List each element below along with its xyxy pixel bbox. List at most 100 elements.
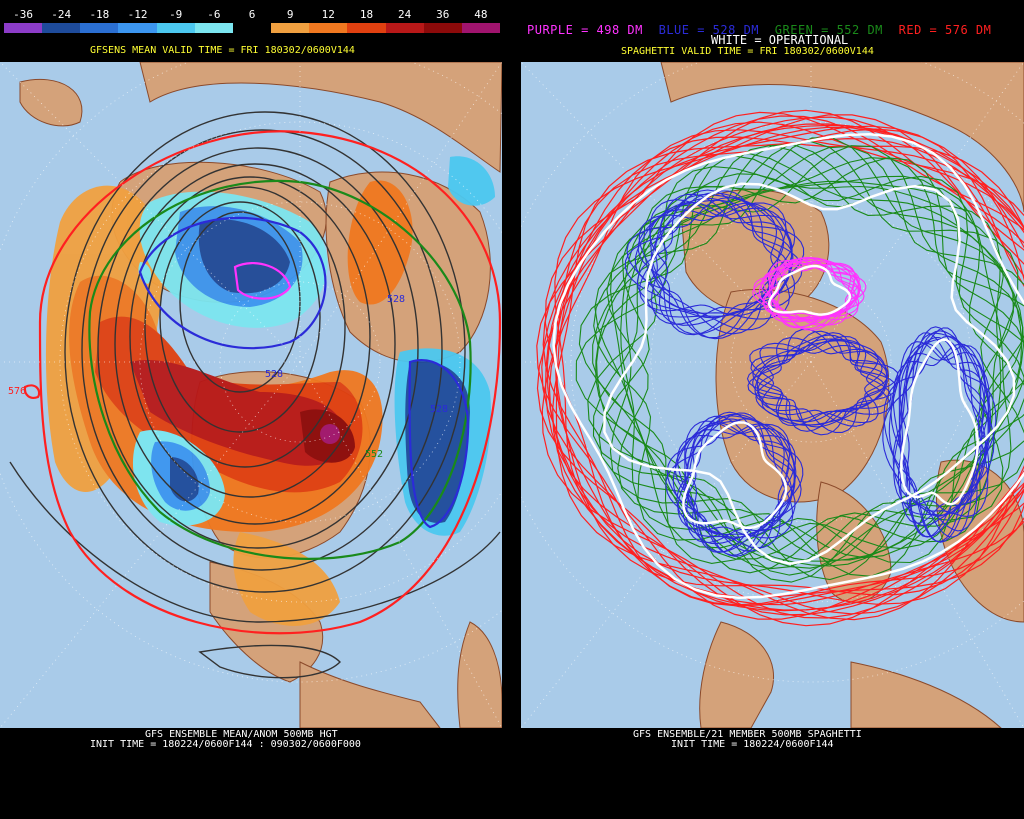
- green-member-contour: [592, 173, 1024, 576]
- red-member-contour: [546, 111, 1024, 621]
- colorbar-tick: 24: [397, 8, 412, 21]
- colorbar-swatch: [423, 23, 462, 33]
- contour-label: 528: [265, 369, 283, 380]
- green-member-contour: [593, 145, 1024, 559]
- colorbar-swatch: [309, 23, 348, 33]
- green-member-contour: [592, 140, 1019, 564]
- red-member-contour: [541, 115, 1024, 619]
- green-member-contour: [594, 143, 1024, 560]
- colorbar-tick: 18: [359, 8, 374, 21]
- legend-purple: PURPLE = 498 DM: [527, 23, 643, 37]
- mean-anomaly-map: 576 528 528 528 552: [0, 62, 502, 728]
- bottom-init: INIT TIME = 180224/0600F144 : 090302/060…: [90, 739, 361, 750]
- green-member-contour: [620, 145, 1024, 577]
- purple-member-contour: [758, 262, 856, 331]
- contour-label: 528: [387, 294, 405, 305]
- green-member-contour: [598, 175, 1024, 562]
- blue-member-contour: [665, 413, 794, 539]
- colorbar-swatch: [194, 23, 233, 33]
- colorbar-ticks: -36 -24 -18 -12 -9 -6 6 9 12 18 24 36 48: [4, 8, 500, 21]
- anomaly-colorbar: [4, 23, 501, 33]
- colorbar-swatch: [461, 23, 501, 33]
- colorbar-tick: -12: [127, 8, 148, 21]
- contour-label: 528: [430, 404, 448, 415]
- colorbar-swatch: [385, 23, 424, 33]
- blue-member-contour: [883, 335, 985, 532]
- contour-label: 552: [365, 449, 383, 460]
- colorbar-swatch: [232, 23, 272, 33]
- colorbar-swatch: [80, 23, 119, 33]
- blue-member-contour: [750, 338, 892, 426]
- colorbar-swatch: [347, 23, 386, 33]
- white-member-contour: [682, 421, 788, 530]
- colorbar-tick: 48: [474, 8, 488, 21]
- red-member-contour: [536, 116, 1024, 616]
- colorbar-tick: -9: [169, 8, 183, 21]
- colorbar-swatch: [42, 23, 81, 33]
- blue-member-contour: [882, 330, 989, 517]
- ensemble-mean-panel: -36 -24 -18 -12 -9 -6 6 9 12 18 24 36 48 GFSENS MEAN…: [0, 0, 502, 819]
- white-member-contour: [767, 264, 852, 316]
- legend-white: WHITE = OPERATIONAL: [711, 33, 849, 47]
- colorbar-tick: 12: [321, 8, 335, 21]
- colorbar-tick: -18: [89, 8, 110, 21]
- key-contours: [23, 130, 502, 635]
- red-member-contour: [552, 137, 1024, 599]
- blue-member-contour: [666, 418, 790, 549]
- blue-member-contour: [752, 332, 888, 432]
- white-member-contour: [900, 338, 979, 506]
- bottom-title: GFS ENSEMBLE/21 MEMBER 500MB SPAGHETTI: [633, 729, 862, 740]
- colorbar-tick: -6: [207, 8, 221, 21]
- white-member-contour: [603, 182, 1016, 565]
- spaghetti-map: [521, 62, 1024, 728]
- blue-member-contour: [892, 332, 990, 517]
- contour-labels: 576 528 528 528 552: [8, 294, 448, 460]
- blue-member-contour: [636, 194, 796, 319]
- legend-green: GREEN = 552 DM: [774, 23, 883, 37]
- green-member-contour: [606, 157, 1024, 561]
- bottom-init: INIT TIME = 180224/0600F144: [671, 739, 834, 750]
- blue-member-contour: [892, 343, 992, 538]
- blue-member-contour: [756, 329, 888, 433]
- blue-member-contour: [754, 330, 888, 436]
- blue-member-contour: [757, 337, 889, 427]
- blue-member-contour: [747, 334, 899, 428]
- blue-member-contour: [888, 344, 986, 543]
- colorbar-swatch: [4, 23, 43, 33]
- legend-red: RED = 576 DM: [898, 23, 992, 37]
- valid-time-label: SPAGHETTI VALID TIME = FRI 180302/0600V1…: [621, 46, 874, 57]
- blue-member-contour: [624, 192, 791, 320]
- blue-member-contour: [749, 339, 891, 423]
- graticule: [0, 62, 502, 728]
- colorbar-tick: -24: [51, 8, 72, 21]
- colorbar-swatch: [271, 23, 310, 33]
- blue-member-contour: [672, 423, 791, 557]
- blue-member-contour: [626, 197, 785, 331]
- bottom-title: GFS ENSEMBLE MEAN/ANOM 500MB HGT: [145, 729, 338, 740]
- contour-label: 576: [8, 386, 26, 397]
- colorbar-tick: 36: [436, 8, 450, 21]
- colorbar-tick: -36: [13, 8, 33, 21]
- green-member-contour: [587, 180, 1024, 567]
- colorbar-swatch: [156, 23, 195, 33]
- spaghetti-contours: [536, 109, 1024, 627]
- colorbar-swatch: [118, 23, 157, 33]
- colorbar-tick: 6: [248, 8, 256, 21]
- spaghetti-panel: PURPLE = 498 DM BLUE = 528 DM GREEN = 55…: [521, 0, 1024, 819]
- spaghetti-legend: PURPLE = 498 DM BLUE = 528 DM GREEN = 55…: [527, 23, 999, 37]
- blue-member-contour: [634, 202, 787, 340]
- height-contours: [9, 111, 501, 679]
- green-member-contour: [610, 137, 1023, 564]
- red-member-contour: [548, 129, 1024, 605]
- green-member-contour: [595, 144, 1002, 574]
- land-masses: [660, 62, 1024, 728]
- purple-member-contour: [760, 261, 860, 328]
- green-member-contour: [575, 166, 1024, 569]
- blue-member-contour: [752, 335, 886, 427]
- colorbar-tick: 9: [286, 8, 294, 21]
- valid-time-label: GFSENS MEAN VALID TIME = FRI 180302/0600…: [90, 45, 355, 56]
- red-member-contour: [554, 126, 1024, 606]
- green-member-contour: [578, 153, 1014, 570]
- legend-blue: BLUE = 528 DM: [658, 23, 760, 37]
- blue-member-contour: [637, 201, 796, 335]
